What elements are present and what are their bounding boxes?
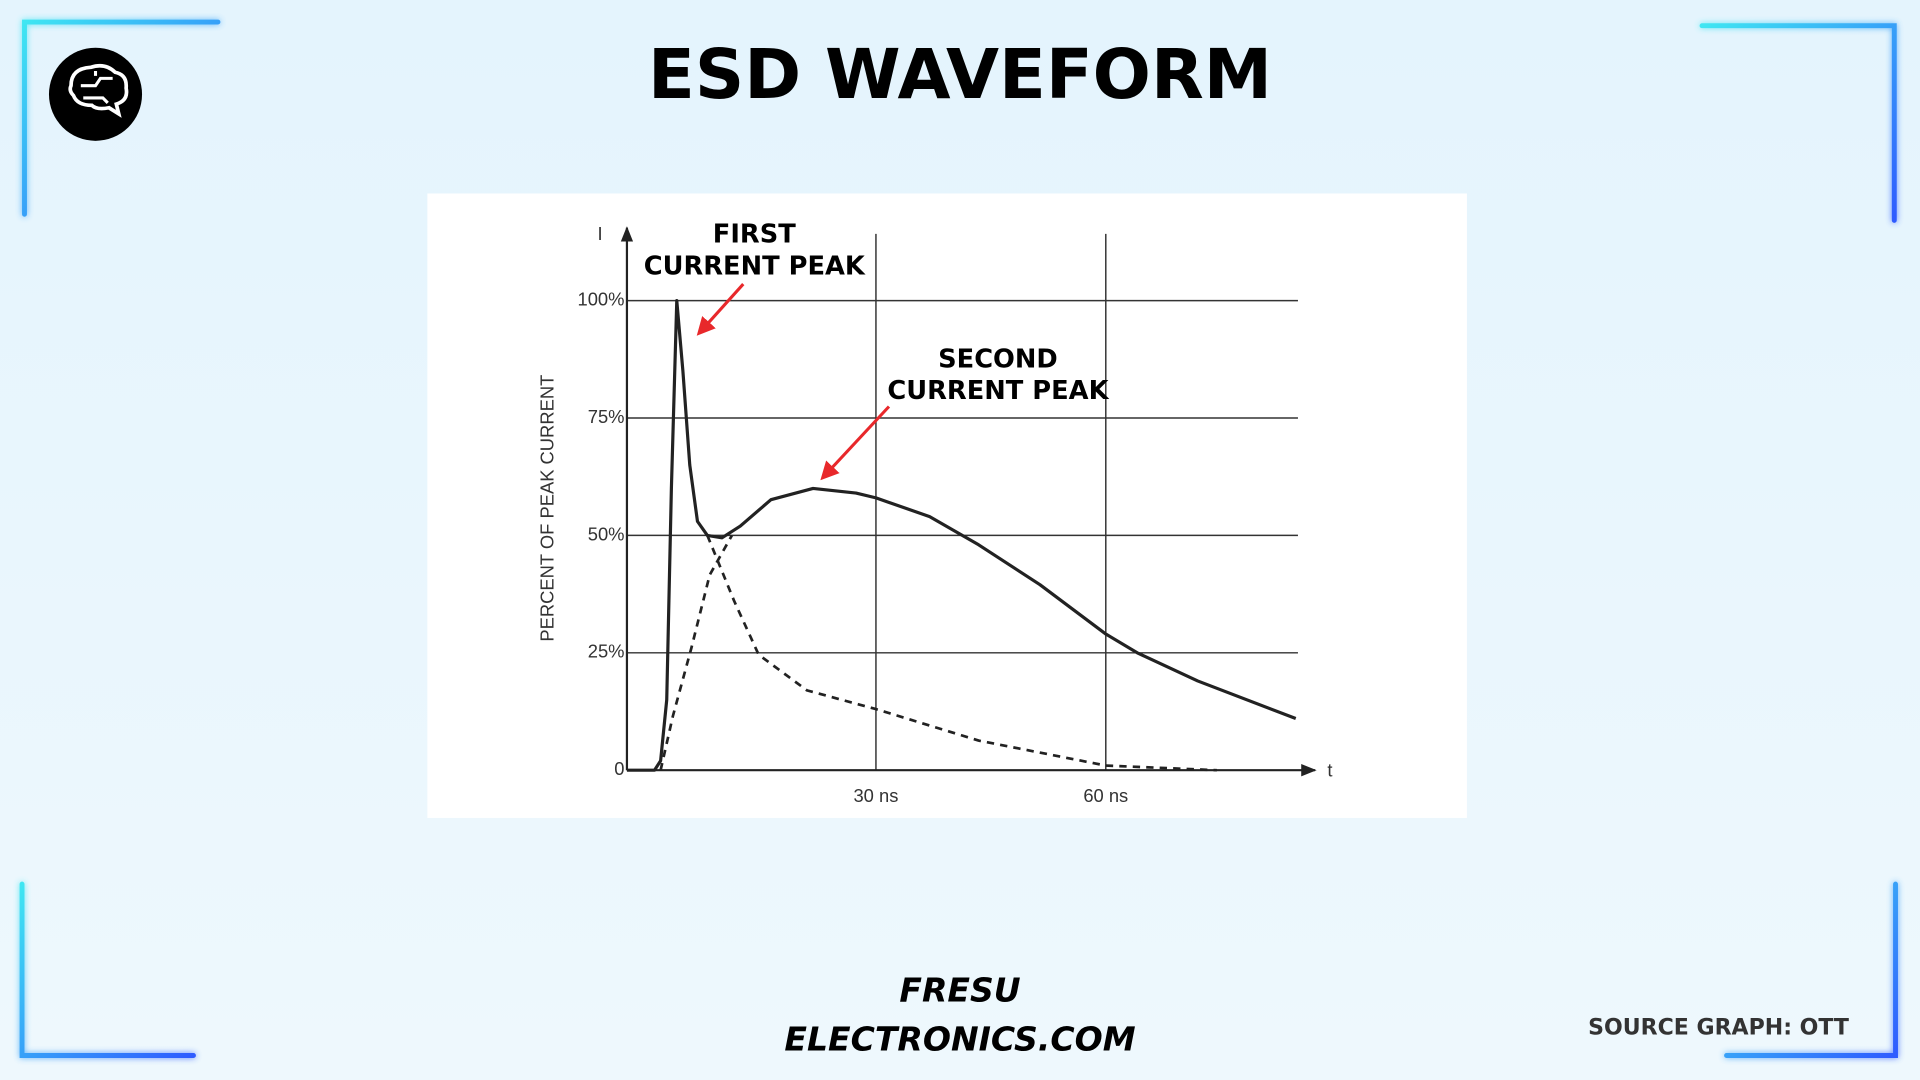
x-tick-label: 60 ns — [1083, 785, 1128, 806]
series-line — [626, 299, 1297, 772]
x-tick-label: 30 ns — [853, 785, 898, 806]
y-tick-label: 0 — [614, 758, 624, 779]
title: ESD WAVEFORM — [648, 35, 1272, 115]
chart-panel — [427, 193, 1467, 818]
y-axis-label: PERCENT OF PEAK CURRENT — [536, 375, 557, 642]
annotation-arrow — [820, 405, 891, 481]
y-tick-label: 25% — [588, 641, 625, 662]
annotation-text: CURRENT PEAK — [887, 376, 1109, 406]
y-tick-label: 50% — [588, 523, 625, 544]
annotation-arrow — [696, 283, 745, 336]
brand-line: FRESU — [899, 971, 1020, 1010]
y-axis-symbol: I — [598, 223, 603, 244]
x-axis-symbol: t — [1327, 759, 1332, 780]
y-tick-label: 75% — [588, 406, 625, 427]
series-line — [706, 534, 1217, 772]
y-tick-label: 100% — [578, 288, 625, 309]
annotation-text: FIRST — [713, 219, 796, 249]
logo — [48, 47, 143, 141]
annotation-text: CURRENT PEAK — [644, 251, 866, 281]
brand-line: ELECTRONICS.COM — [784, 1020, 1135, 1059]
source-credit: SOURCE GRAPH: OTT — [1588, 1016, 1849, 1041]
series-line — [659, 534, 734, 771]
annotation-text: SECOND — [938, 344, 1058, 374]
chart: 0 25% 50% 75% 100% 30 ns 60 ns t I PERCENT OF PEA… — [536, 219, 1332, 806]
corner-brackets — [19, 19, 1898, 1058]
